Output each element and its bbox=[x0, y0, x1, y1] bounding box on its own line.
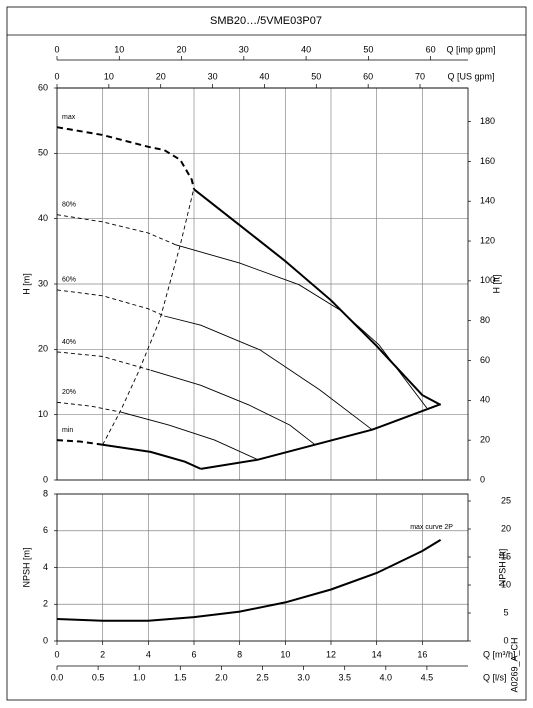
y2-tick-label: 140 bbox=[480, 196, 495, 206]
x-tick-label: 4 bbox=[146, 649, 151, 659]
curve bbox=[120, 411, 259, 461]
curve bbox=[56, 351, 151, 371]
top-tick-label: 0 bbox=[54, 71, 59, 81]
top-tick-label: 10 bbox=[104, 71, 114, 81]
x-axis-label: Q [m³/h] bbox=[483, 649, 516, 659]
x-tick-label: 12 bbox=[326, 649, 336, 659]
x2-tick-label: 2.5 bbox=[256, 672, 269, 682]
top-tick-label: 20 bbox=[156, 71, 166, 81]
y2-tick-label: 180 bbox=[480, 116, 495, 126]
x-tick-label: 6 bbox=[191, 649, 196, 659]
x2-tick-label: 4.0 bbox=[380, 672, 393, 682]
top-tick-label: 70 bbox=[415, 71, 425, 81]
x2-tick-label: 0.0 bbox=[51, 672, 64, 682]
curve-label: min bbox=[62, 427, 73, 434]
curve-label: 80% bbox=[62, 202, 76, 209]
y-tick-label: 6 bbox=[43, 525, 48, 535]
x2-tick-label: 1.0 bbox=[133, 672, 146, 682]
x-tick-label: 0 bbox=[54, 649, 59, 659]
x-tick-label: 8 bbox=[237, 649, 242, 659]
curve bbox=[56, 439, 103, 446]
x-tick-label: 16 bbox=[417, 649, 427, 659]
x2-axis-label: Q [l/s] bbox=[483, 672, 507, 682]
curve bbox=[164, 315, 373, 431]
top-tick-label: 0 bbox=[54, 44, 59, 54]
y2-tick-label: 160 bbox=[480, 156, 495, 166]
y2-tick-label: 20 bbox=[501, 523, 511, 533]
curve bbox=[56, 401, 121, 413]
curve bbox=[150, 369, 316, 446]
top-tick-label: 10 bbox=[114, 44, 124, 54]
curve-label: max curve 2P bbox=[410, 524, 453, 531]
y-tick-label: 4 bbox=[43, 562, 48, 572]
curve-label: 60% bbox=[62, 277, 76, 284]
y2-tick-label: 0 bbox=[503, 635, 508, 645]
curve bbox=[56, 289, 165, 317]
y2-tick-label: 40 bbox=[480, 395, 490, 405]
curve bbox=[56, 539, 442, 622]
y-axis-label: H [m] bbox=[21, 273, 31, 295]
curve-label: 20% bbox=[62, 389, 76, 396]
y-tick-label: 50 bbox=[38, 148, 48, 158]
top-tick-label: 20 bbox=[177, 44, 187, 54]
curve bbox=[102, 443, 202, 470]
curve bbox=[102, 187, 195, 445]
curve bbox=[175, 244, 428, 409]
y2-tick-label: 10 bbox=[501, 579, 511, 589]
y-tick-label: 30 bbox=[38, 278, 48, 288]
y-tick-label: 8 bbox=[43, 488, 48, 498]
y-tick-label: 20 bbox=[38, 344, 48, 354]
y2-tick-label: 80 bbox=[480, 315, 490, 325]
top-tick-label: 40 bbox=[301, 44, 311, 54]
top-tick-label: 50 bbox=[311, 71, 321, 81]
x2-tick-label: 3.0 bbox=[297, 672, 310, 682]
x-tick-label: 2 bbox=[100, 649, 105, 659]
x2-tick-label: 0.5 bbox=[92, 672, 105, 682]
chart-title: SMB20…/5VME03P07 bbox=[210, 15, 322, 27]
x2-tick-label: 3.5 bbox=[338, 672, 351, 682]
y-tick-label: 40 bbox=[38, 213, 48, 223]
y-tick-label: 0 bbox=[43, 474, 48, 484]
top-tick-label: 30 bbox=[208, 71, 218, 81]
y2-tick-label: 100 bbox=[480, 275, 495, 285]
x2-tick-label: 1.5 bbox=[174, 672, 187, 682]
y2-tick-label: 0 bbox=[480, 474, 485, 484]
curve bbox=[193, 188, 442, 406]
y-tick-label: 0 bbox=[43, 635, 48, 645]
curve bbox=[56, 214, 176, 246]
curve-label: 40% bbox=[62, 339, 76, 346]
curve bbox=[56, 126, 195, 190]
curve-label: max bbox=[62, 114, 76, 121]
y2-axis-label: H [ft] bbox=[491, 274, 501, 293]
top-axis-label: Q [US gpm] bbox=[447, 71, 494, 81]
y2-axis-label: NPSH [ft] bbox=[497, 549, 507, 587]
plot-frame bbox=[56, 493, 469, 642]
x2-tick-label: 2.0 bbox=[215, 672, 228, 682]
x2-tick-label: 4.5 bbox=[421, 672, 434, 682]
x-tick-label: 14 bbox=[372, 649, 382, 659]
y-tick-label: 60 bbox=[38, 82, 48, 92]
top-tick-label: 30 bbox=[239, 44, 249, 54]
top-tick-label: 60 bbox=[426, 44, 436, 54]
drawing-code: A0269_A_CH bbox=[509, 637, 519, 692]
curve bbox=[200, 403, 441, 470]
y2-tick-label: 60 bbox=[480, 355, 490, 365]
y2-tick-label: 120 bbox=[480, 235, 495, 245]
outer-border bbox=[6, 6, 527, 701]
y2-tick-label: 15 bbox=[501, 551, 511, 561]
top-tick-label: 50 bbox=[363, 44, 373, 54]
top-tick-label: 40 bbox=[259, 71, 269, 81]
top-axis-label: Q [imp gpm] bbox=[446, 44, 495, 54]
x-tick-label: 10 bbox=[280, 649, 290, 659]
y-tick-label: 2 bbox=[43, 599, 48, 609]
top-tick-label: 60 bbox=[363, 71, 373, 81]
y-tick-label: 10 bbox=[38, 409, 48, 419]
y2-tick-label: 5 bbox=[503, 607, 508, 617]
y2-tick-label: 25 bbox=[501, 495, 511, 505]
y2-tick-label: 20 bbox=[480, 435, 490, 445]
y-axis-label: NPSH [m] bbox=[21, 547, 31, 587]
